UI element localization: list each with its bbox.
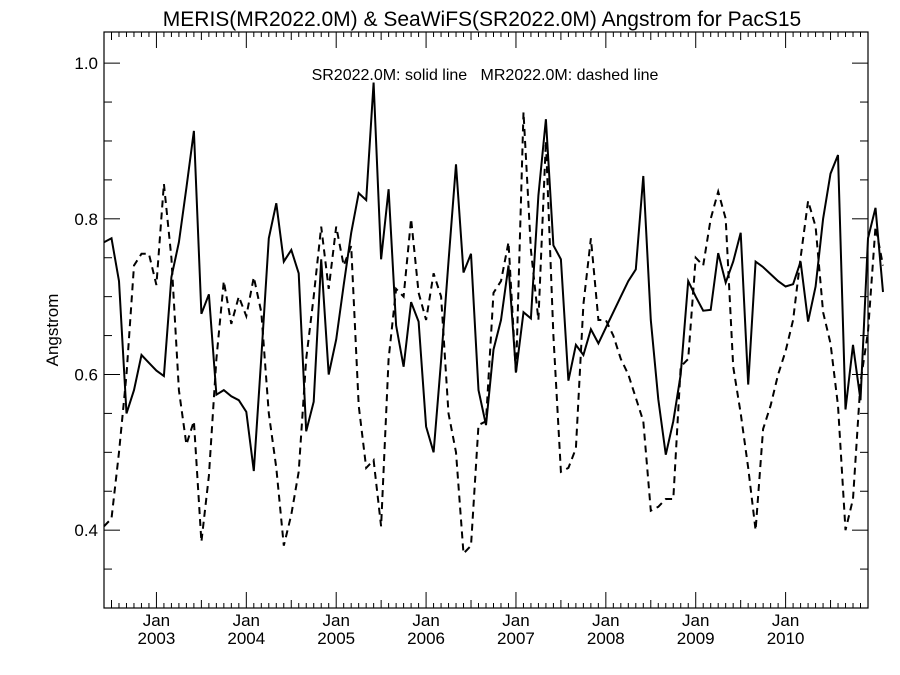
series-line-dashed	[103, 112, 884, 556]
y-tick-label: 1.0	[74, 54, 98, 73]
chart-title: MERIS(MR2022.0M) & SeaWiFS(SR2022.0M) An…	[163, 8, 801, 31]
x-tick-label-month: Jan	[772, 611, 799, 630]
x-tick-label-month: Jan	[592, 611, 619, 630]
x-tick-label-year: 2008	[587, 629, 625, 648]
y-axis-label: Angstrom	[43, 294, 62, 367]
x-tick-label-year: 2004	[227, 629, 265, 648]
y-tick-label: 0.6	[74, 365, 98, 384]
x-tick-label-month: Jan	[322, 611, 349, 630]
plot-frame	[103, 31, 869, 609]
y-axis: 0.4 0.6 0.8 1.0	[74, 54, 868, 609]
x-tick-label-month: Jan	[682, 611, 709, 630]
y-tick-label: 0.4	[74, 521, 98, 540]
y-tick-label: 0.8	[74, 210, 98, 229]
x-tick-label-year: 2009	[677, 629, 715, 648]
x-tick-label-month: Jan	[233, 611, 260, 630]
series-layer	[103, 82, 884, 556]
x-tick-label-month: Jan	[412, 611, 439, 630]
plot-area-border	[103, 31, 869, 609]
x-tick-label-month: Jan	[502, 611, 529, 630]
x-tick-label-year: 2006	[407, 629, 445, 648]
x-tick-label-year: 2007	[497, 629, 535, 648]
x-axis: Jan2003Jan2004Jan2005Jan2006Jan2007Jan20…	[103, 32, 869, 648]
series-style-annotation: SR2022.0M: solid line MR2022.0M: dashed …	[312, 67, 659, 84]
x-tick-label-year: 2005	[317, 629, 355, 648]
x-tick-label-year: 2010	[767, 629, 805, 648]
series-line-solid	[103, 82, 884, 472]
x-tick-label-year: 2003	[138, 629, 176, 648]
x-tick-label-month: Jan	[143, 611, 170, 630]
